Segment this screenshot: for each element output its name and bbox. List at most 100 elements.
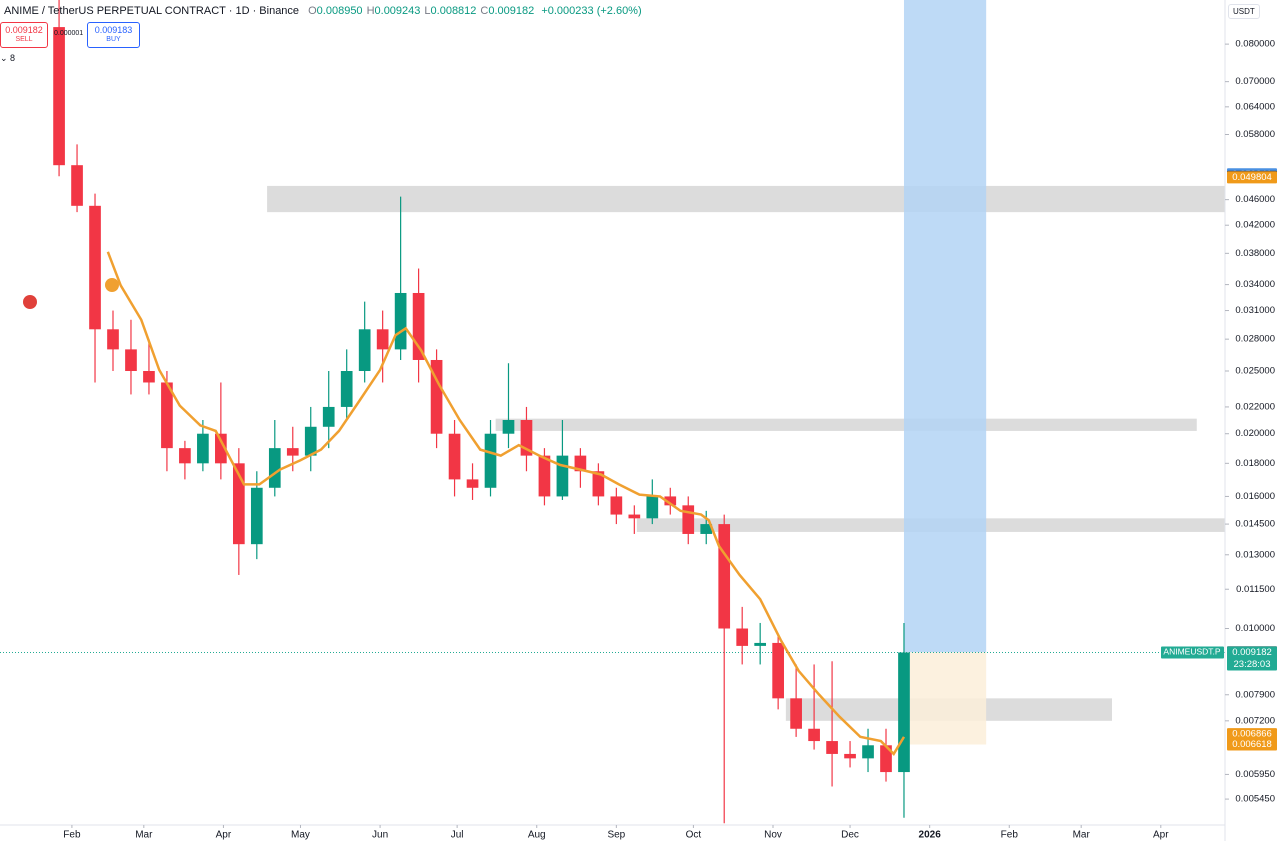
ohlc-value: 0.009243 (374, 5, 421, 17)
candle-body (574, 455, 587, 472)
y-tick-label: 0.034000 (1235, 279, 1275, 290)
candle-body (340, 371, 353, 407)
x-tick-label: Feb (1001, 830, 1019, 841)
candle-body (898, 652, 910, 773)
x-tick-label: May (291, 830, 310, 841)
y-tick-label: 0.046000 (1235, 194, 1275, 205)
candle-body (197, 433, 209, 464)
y-tick-label: 0.010000 (1235, 623, 1275, 634)
plot-area (0, 0, 1225, 824)
zone (267, 185, 1225, 213)
candle-body (250, 487, 263, 545)
candle-body (448, 433, 461, 480)
candle-body (736, 628, 749, 646)
candle-body (628, 514, 641, 519)
indicator-dot (105, 278, 119, 292)
zone (903, 652, 987, 745)
y-tick-label: 0.016000 (1235, 491, 1275, 502)
y-tick-label: 0.005950 (1235, 769, 1275, 780)
ohlc-value: 0.008812 (430, 5, 477, 17)
price-label: 0.009182 (1232, 647, 1272, 658)
x-tick-label: Jul (451, 830, 464, 841)
x-tick-label: Mar (135, 830, 153, 841)
candle-body (808, 728, 820, 742)
candle-body (484, 433, 497, 488)
x-tick-label: Apr (1153, 830, 1169, 841)
y-tick-label: 0.058000 (1235, 129, 1275, 140)
candle-body (71, 165, 83, 206)
candle-body (215, 433, 227, 464)
indicator-dot (23, 295, 37, 309)
symbol-tag: ANIMEUSDT.P (1163, 647, 1220, 657)
candle-body (107, 329, 119, 350)
y-tick-label: 0.007200 (1235, 715, 1275, 726)
candle-body (412, 292, 425, 360)
symbol: ANIME / TetherUS PERPETUAL CONTRACT · 1D… (4, 5, 300, 17)
buy-label: BUY (106, 36, 121, 43)
candle-body (664, 496, 677, 506)
ohlc-key: L (424, 5, 431, 17)
price-label-box (1227, 728, 1277, 741)
candle-body (754, 642, 767, 646)
price-label: 0.049804 (1232, 172, 1272, 183)
price-label-box (1227, 646, 1277, 671)
candle-body (610, 496, 623, 515)
candle-body (592, 471, 605, 497)
symbol-tag-box (1161, 646, 1224, 659)
y-tick-label: 0.011500 (1236, 584, 1275, 595)
candle-body (538, 455, 551, 497)
candle-body (826, 741, 838, 754)
candle-body (358, 329, 371, 372)
candle-body (304, 426, 317, 456)
candle-body (682, 505, 695, 534)
candle-body (700, 524, 713, 534)
countdown: 23:28:03 (1234, 659, 1271, 670)
moving-average (106, 251, 906, 756)
y-tick-label: 0.007900 (1235, 689, 1275, 700)
y-tick-label: 0.018000 (1235, 458, 1275, 469)
x-tick-label: Apr (216, 830, 232, 841)
candle-body (466, 479, 479, 488)
x-tick-label: Oct (686, 830, 702, 841)
axes: 0.080000 0.070000 0.064000 0.058000 0.046000… (63, 39, 1277, 841)
ohlc-key: O (308, 5, 317, 17)
price-label-box (1227, 171, 1277, 184)
candle-body (179, 448, 191, 464)
x-tick-label: Jun (372, 830, 388, 841)
price-label: 0.006618 (1232, 739, 1272, 750)
candle-body (556, 455, 569, 497)
candle-body (376, 329, 389, 350)
y-tick-label: 0.014500 (1235, 519, 1275, 530)
y-tick-label: 0.025000 (1235, 366, 1275, 377)
candle-body (161, 382, 173, 449)
candle-body (862, 745, 874, 759)
x-tick-label: 2026 (919, 830, 942, 841)
y-tick-label: 0.042000 (1235, 220, 1275, 231)
y-tick-label: 0.020000 (1235, 428, 1275, 439)
sell-price: 0.009182 (5, 25, 43, 35)
x-tick-label: Nov (764, 830, 782, 841)
y-tick-label: 0.038000 (1235, 248, 1275, 259)
currency-button[interactable]: USDT (1228, 4, 1260, 19)
sell-button[interactable]: 0.009182 SELL (0, 22, 48, 48)
indicator-toggle[interactable]: ⌄ 8 (0, 53, 16, 63)
candle-body (53, 27, 65, 166)
change: +0.000233 (+2.60%) (541, 5, 642, 17)
x-tick-label: Feb (63, 830, 81, 841)
x-tick-label: Aug (528, 830, 546, 841)
candle-body (844, 753, 856, 759)
y-tick-label: 0.031000 (1235, 305, 1275, 316)
candle-body (125, 349, 137, 372)
candle-body (268, 448, 281, 488)
candle-body (286, 448, 299, 456)
ohlc-key: H (366, 5, 375, 17)
ohlc-value: 0.008950 (316, 5, 363, 17)
candle-body (520, 420, 533, 456)
ohlc-key: C (480, 5, 489, 17)
buy-button[interactable]: 0.009183 BUY (87, 22, 140, 48)
y-tick-label: 0.013000 (1235, 549, 1275, 560)
price-label-box (1227, 738, 1277, 751)
sell-label: SELL (15, 36, 33, 43)
